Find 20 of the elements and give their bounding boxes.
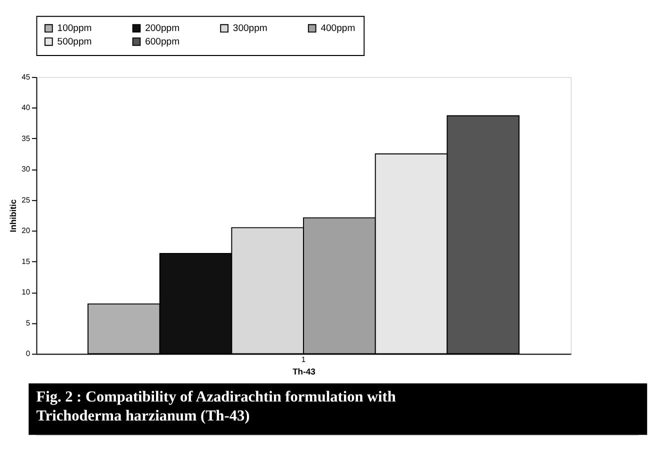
- y-tick-label: 35: [22, 134, 30, 143]
- y-tick-label: 0: [26, 349, 30, 358]
- y-tick-label: 5: [26, 318, 30, 328]
- legend-label: 200ppm: [145, 23, 180, 34]
- legend-label: 600ppm: [145, 36, 180, 48]
- y-tick-label: 45: [22, 72, 30, 82]
- x-axis-title: Th-43: [292, 366, 316, 376]
- y-axis-title: Inhibitic: [8, 199, 18, 232]
- caption: Fig. 2 : Compatibility of Azadirachtin formulation with Trichoderma harzianum (Th-43): [36, 388, 396, 425]
- y-tick-label: 10: [22, 288, 30, 297]
- x-tick-label: 1: [301, 354, 306, 364]
- y-tick-label: 30: [22, 164, 30, 174]
- legend-label: 500ppm: [57, 36, 92, 48]
- legend-label: 300ppm: [232, 23, 268, 34]
- y-tick-label: 40: [22, 103, 30, 112]
- y-tick-label: 20: [22, 226, 30, 236]
- y-tick-label: 15: [22, 256, 30, 266]
- legend-label: 100ppm: [57, 23, 92, 34]
- legend-label: 400ppm: [320, 23, 356, 34]
- y-tick-label: 25: [22, 195, 30, 204]
